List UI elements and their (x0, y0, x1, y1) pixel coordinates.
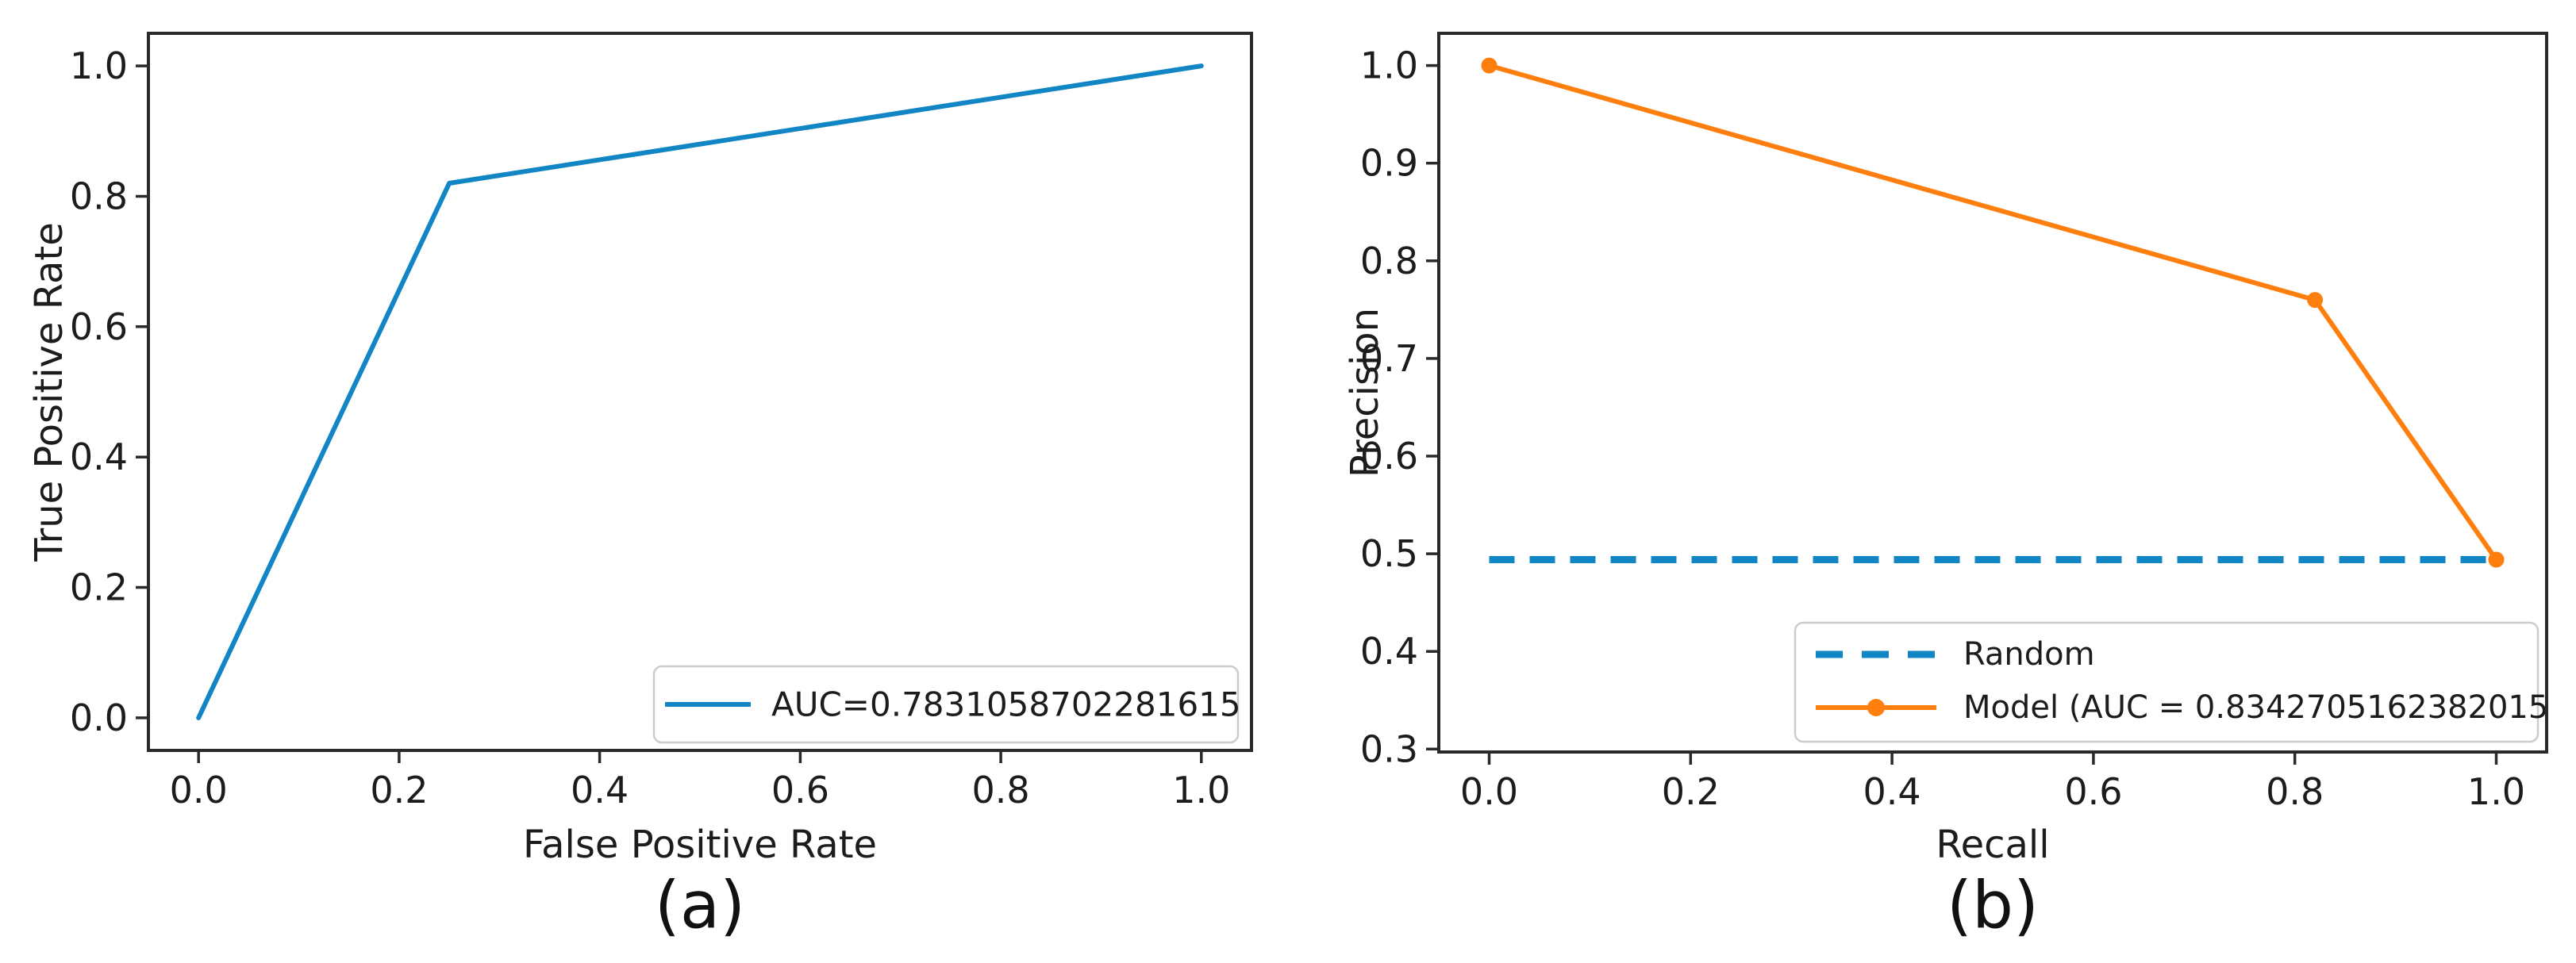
pr-chart-panel: Random Model (AUC = 0.8342705162382015 0.0… (1288, 0, 2576, 963)
roc-chart-panel: AUC=0.7831058702281615 0.0 0.2 0.4 0.6 0.8 1.0… (27, 32, 1253, 944)
y-tick-label: 0.6 (70, 305, 128, 348)
y-tick-label: 1.0 (1360, 44, 1418, 87)
model-pr-curve-marker-1 (2307, 292, 2324, 309)
x-tick-label: 0.4 (571, 769, 629, 811)
subfigure-caption: (b) (1947, 869, 2039, 944)
y-tick-label: 0.8 (70, 175, 128, 218)
y-tick-label: 0.4 (1360, 630, 1418, 673)
x-tick-label: 1.0 (1172, 769, 1230, 811)
legend-box (652, 665, 1240, 744)
pr-chart-svg: Random Model (AUC = 0.8342705162382015 0.0… (1343, 32, 2548, 944)
x-axis-label: False Positive Rate (523, 823, 877, 867)
y-tick-label: 0.4 (70, 435, 128, 478)
roc-chart-svg: AUC=0.7831058702281615 0.0 0.2 0.4 0.6 0.8 1.0… (27, 32, 1253, 944)
axes-spines (147, 32, 1253, 752)
legend-label-roc-curve: AUC=0.7831058702281615 (771, 685, 1241, 724)
x-tick-label: 0.4 (1863, 770, 1921, 813)
y-tick-label: 0.2 (70, 566, 128, 609)
x-tick-label: 0.8 (2266, 770, 2324, 813)
model-pr-curve-line (1486, 63, 2499, 562)
y-tick-label: 0.0 (70, 696, 128, 739)
y-axis-label: Precision (1343, 308, 1387, 478)
y-axis-label: True Positive Rate (27, 222, 71, 562)
x-tick-label: 0.0 (1460, 770, 1518, 813)
legend-label-random-baseline: Random (1963, 636, 2095, 673)
x-tick-label: 0.6 (2064, 770, 2122, 813)
x-tick-label: 1.0 (2467, 770, 2525, 813)
x-tick-label: 0.0 (170, 769, 228, 811)
x-tick-label: 0.2 (370, 769, 428, 811)
y-tick-label: 0.7 (1360, 337, 1418, 380)
x-tick-label: 0.2 (1662, 770, 1720, 813)
y-tick-label: 0.3 (1360, 727, 1418, 770)
y-tick-label: 0.6 (1360, 435, 1418, 478)
x-axis-label: Recall (1936, 823, 2049, 867)
y-tick-label: 1.0 (70, 44, 128, 87)
x-tick-label: 0.8 (972, 769, 1030, 811)
roc-curve-line (196, 63, 1204, 720)
legend-marker-model-pr-curve (1867, 699, 1885, 716)
y-tick-label: 0.5 (1360, 532, 1418, 575)
y-tick-label: 0.8 (1360, 240, 1418, 282)
legend-box (1794, 621, 2539, 743)
axes-spines (1437, 32, 2548, 754)
model-pr-curve-marker-0 (1481, 57, 1498, 74)
subfigure-caption: (a) (655, 869, 745, 944)
x-tick-label: 0.6 (771, 769, 829, 811)
model-pr-curve-marker-2 (2488, 551, 2505, 568)
y-tick-label: 0.9 (1360, 142, 1418, 185)
legend-label-model-pr-curve: Model (AUC = 0.8342705162382015 (1963, 689, 2548, 726)
